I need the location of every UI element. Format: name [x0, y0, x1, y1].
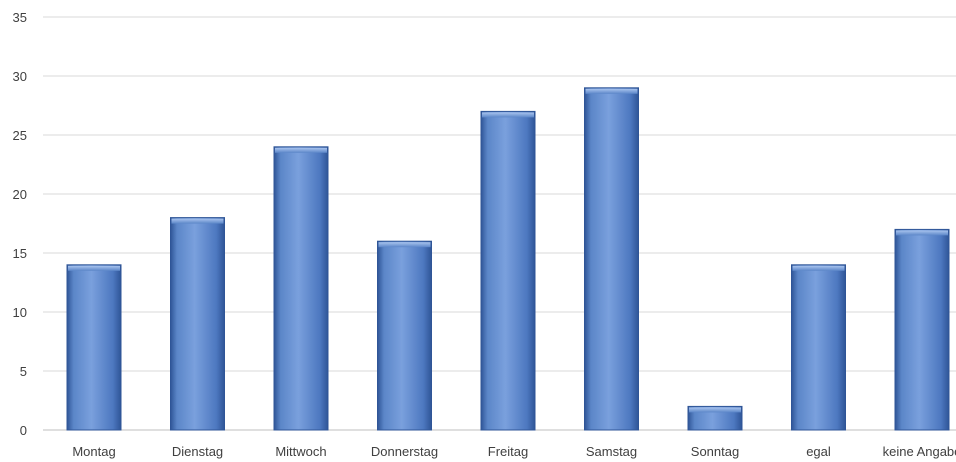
bar-highlight — [792, 265, 845, 271]
bar-highlight — [482, 112, 534, 118]
bar-highlight — [585, 88, 638, 94]
bar-highlight — [689, 407, 741, 413]
bar-body — [480, 110, 536, 431]
bar — [791, 264, 846, 431]
bar-highlight — [378, 242, 431, 248]
bar — [273, 146, 329, 431]
bar — [170, 217, 225, 431]
x-category-label: keine Angabe — [883, 444, 956, 459]
bar-body — [894, 228, 950, 431]
bar-highlight — [68, 265, 120, 271]
y-tick-label: 20 — [13, 187, 27, 202]
x-category-label: Dienstag — [172, 444, 223, 459]
x-category-label: Sonntag — [691, 444, 739, 459]
bar-highlight — [896, 230, 948, 236]
y-tick-label: 25 — [13, 128, 27, 143]
bar-body — [377, 240, 432, 431]
x-category-label: egal — [806, 444, 831, 459]
bar — [66, 264, 122, 431]
bar — [480, 110, 536, 431]
y-tick-label: 30 — [13, 69, 27, 84]
bar-highlight — [171, 218, 224, 224]
bar — [377, 240, 432, 431]
bar-body — [170, 217, 225, 431]
bar-body — [584, 87, 639, 431]
x-axis-category-labels: Montag Dienstag Mittwoch Donnerstag Freitag S… — [72, 444, 956, 459]
y-tick-label: 10 — [13, 305, 27, 320]
x-category-label: Donnerstag — [371, 444, 438, 459]
y-tick-label: 15 — [13, 246, 27, 261]
bar-body — [66, 264, 122, 431]
y-axis-tick-labels: 0 5 10 15 20 25 30 35 — [13, 10, 27, 438]
bars — [66, 87, 950, 431]
y-tick-label: 35 — [13, 10, 27, 25]
y-tick-label: 0 — [20, 423, 27, 438]
bar — [584, 87, 639, 431]
bar — [894, 228, 950, 431]
x-category-label: Samstag — [586, 444, 637, 459]
bar-body — [791, 264, 846, 431]
bar — [687, 405, 743, 431]
bar-highlight — [275, 147, 327, 153]
x-category-label: Montag — [72, 444, 115, 459]
y-tick-label: 5 — [20, 364, 27, 379]
bar-body — [273, 146, 329, 431]
x-category-label: Freitag — [488, 444, 528, 459]
x-category-label: Mittwoch — [275, 444, 326, 459]
